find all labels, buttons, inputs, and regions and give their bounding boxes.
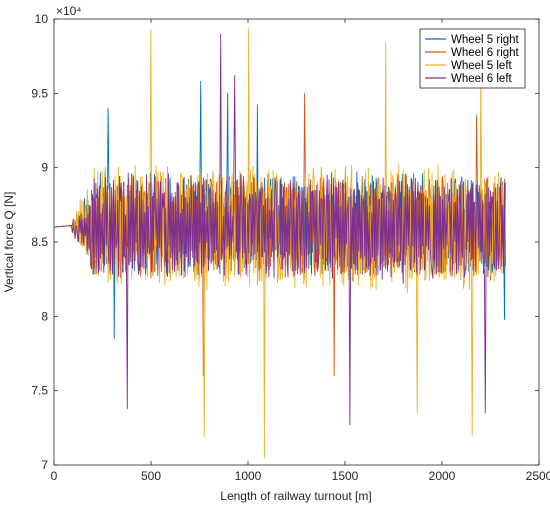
y-axis-ticks: 7 7.5 8 8.5 9 9.5 10	[31, 12, 539, 472]
y-tick-label: 8	[41, 309, 48, 323]
y-tick-label: 7	[41, 458, 48, 472]
legend-label: Wheel 6 right	[451, 47, 520, 59]
x-axis-ticks: 0 500 1000 1500 2000 2500	[51, 19, 550, 483]
y-axis-label: Vertical force Q [N]	[2, 192, 16, 293]
x-tick-label: 0	[51, 469, 58, 483]
y-tick-label: 10	[35, 12, 49, 26]
legend-label: Wheel 6 left	[451, 73, 513, 85]
y-axis-exponent: ×10⁴	[56, 4, 82, 18]
series-line-wheel-6-left	[53, 33, 506, 426]
y-tick-label: 9.5	[31, 86, 48, 100]
x-tick-label: 500	[141, 469, 161, 483]
y-tick-label: 7.5	[31, 384, 48, 398]
x-tick-label: 1000	[235, 469, 262, 483]
y-tick-label: 9	[41, 161, 48, 175]
legend: Wheel 5 right Wheel 6 right Wheel 5 left…	[419, 28, 526, 89]
y-tick-label: 8.5	[31, 235, 48, 249]
series-layer	[53, 27, 506, 459]
x-axis-label: Length of railway turnout [m]	[220, 489, 371, 503]
x-tick-label: 1500	[332, 469, 359, 483]
x-tick-label: 2000	[429, 469, 456, 483]
legend-label: Wheel 5 left	[451, 60, 513, 72]
legend-label: Wheel 5 right	[451, 34, 520, 46]
x-tick-label: 2500	[526, 469, 550, 483]
